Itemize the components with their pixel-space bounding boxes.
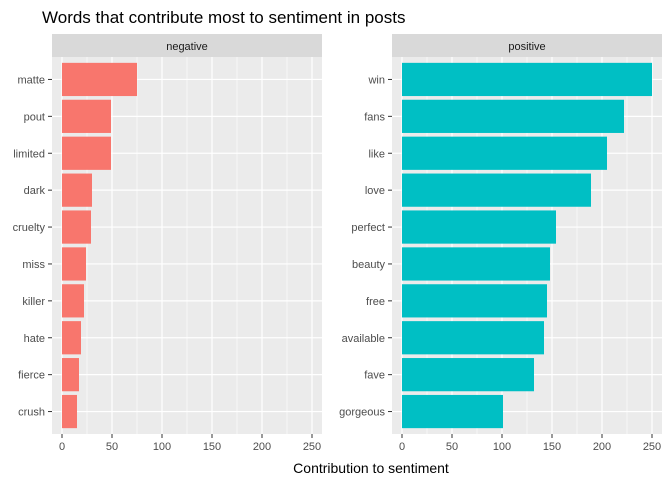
y-tick-label: gorgeous xyxy=(339,407,385,419)
bar-dark xyxy=(62,173,92,207)
x-tick-label: 0 xyxy=(399,441,405,453)
bar-fave xyxy=(402,358,534,392)
x-tick-label: 150 xyxy=(203,441,221,453)
bar-perfect xyxy=(402,210,556,244)
y-tick-label: win xyxy=(367,74,385,86)
y-tick-label: cruelty xyxy=(13,222,46,234)
x-tick-label: 50 xyxy=(106,441,118,453)
panel-negative: negative matte pout limited dark cruelty miss k… xyxy=(13,34,322,453)
y-tick-label: love xyxy=(365,185,385,197)
facet-panels: negative matte pout limited dark cruelty miss k… xyxy=(13,34,662,453)
bar-free xyxy=(402,284,547,318)
bar-win xyxy=(402,62,652,97)
facet-strip xyxy=(52,34,322,57)
x-tick-label: 150 xyxy=(543,441,561,453)
x-tick-label: 200 xyxy=(593,441,611,453)
y-tick-label: fans xyxy=(364,111,385,123)
bar-available xyxy=(402,321,544,355)
bar-love xyxy=(402,173,591,207)
panel-positive: positive win fans like love perfect beauty free… xyxy=(339,34,662,453)
x-tick-label: 50 xyxy=(446,441,458,453)
bar-limited xyxy=(62,136,111,170)
facet-strip-label: positive xyxy=(508,41,545,53)
bar-killer xyxy=(62,284,84,318)
y-tick-label: pout xyxy=(24,111,45,123)
x-tick-label: 100 xyxy=(153,441,171,453)
bar-like xyxy=(402,136,607,170)
y-tick-label: fave xyxy=(364,370,385,382)
bar-fans xyxy=(402,99,624,133)
bar-beauty xyxy=(402,247,550,281)
bar-gorgeous xyxy=(402,394,503,429)
y-tick-label: limited xyxy=(13,148,45,160)
bar-crush xyxy=(62,394,77,429)
facet-strip-label: negative xyxy=(166,41,208,53)
y-tick-label: hate xyxy=(24,333,45,345)
y-tick-label: dark xyxy=(24,185,46,197)
y-tick-label: available xyxy=(342,333,385,345)
y-tick-label: killer xyxy=(22,296,45,308)
y-tick-label: matte xyxy=(17,74,45,86)
facet-strip xyxy=(392,34,662,57)
x-tick-label: 250 xyxy=(303,441,321,453)
bar-fierce xyxy=(62,358,79,392)
y-tick-label: free xyxy=(366,296,385,308)
bar-cruelty xyxy=(62,210,91,244)
x-tick-label: 250 xyxy=(643,441,661,453)
y-tick-label: miss xyxy=(22,259,45,271)
x-tick-label: 0 xyxy=(59,441,65,453)
y-tick-label: like xyxy=(368,148,385,160)
y-tick-label: crush xyxy=(18,407,45,419)
y-tick-label: beauty xyxy=(352,259,386,271)
x-tick-label: 100 xyxy=(493,441,511,453)
chart-title: Words that contribute most to sentiment … xyxy=(42,8,405,27)
bar-pout xyxy=(62,99,111,133)
bar-miss xyxy=(62,247,86,281)
y-tick-label: fierce xyxy=(18,370,45,382)
x-tick-label: 200 xyxy=(253,441,271,453)
bar-matte xyxy=(62,62,137,97)
x-axis-title: Contribution to sentiment xyxy=(293,460,449,476)
y-tick-label: perfect xyxy=(351,222,385,234)
bar-hate xyxy=(62,321,81,355)
